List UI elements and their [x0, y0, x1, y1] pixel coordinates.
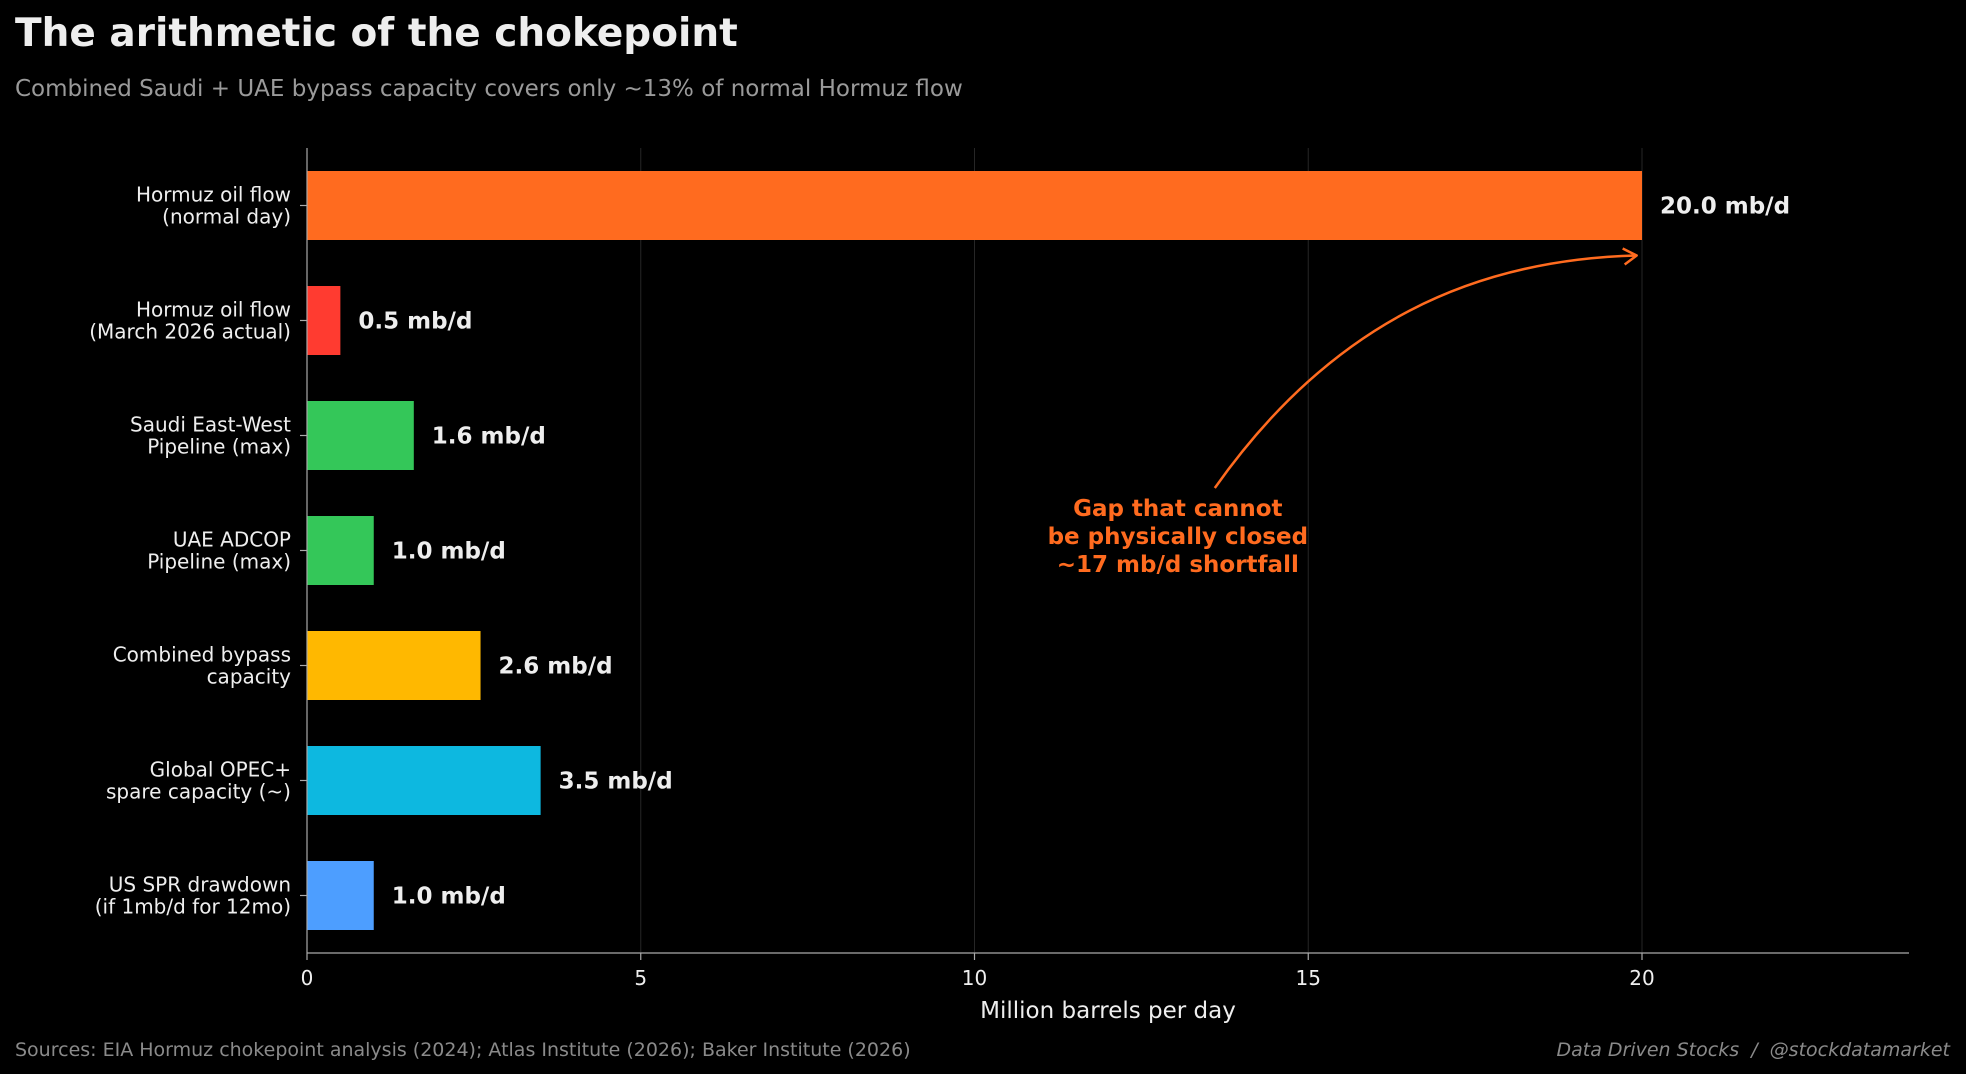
sources-note: Sources: EIA Hormuz chokepoint analysis …	[15, 1039, 911, 1061]
bar-6	[307, 861, 374, 930]
value-label-5: 3.5 mb/d	[559, 769, 673, 795]
annotation-text: Gap that cannot be physically closed ~17 m…	[1048, 496, 1308, 578]
category-label-2: Saudi East-West Pipeline (max)	[130, 413, 291, 459]
value-label-1: 0.5 mb/d	[358, 309, 472, 335]
chart-subtitle: Combined Saudi + UAE bypass capacity cov…	[15, 76, 963, 102]
chart-title: The arithmetic of the chokepoint	[15, 11, 738, 56]
axes	[300, 148, 1909, 960]
category-label-0: Hormuz oil flow (normal day)	[136, 183, 291, 229]
category-label-3: UAE ADCOP Pipeline (max)	[147, 528, 291, 574]
x-tick-labels: 0 5 10 15 20	[301, 966, 1655, 990]
category-labels: Hormuz oil flow (normal day) Hormuz oil fl…	[89, 183, 291, 919]
value-label-6: 1.0 mb/d	[392, 884, 506, 910]
gap-annotation: Gap that cannot be physically closed ~17 m…	[1048, 247, 1638, 578]
bar-3	[307, 516, 374, 585]
gridlines	[640, 148, 1643, 953]
x-tick-label-3: 15	[1296, 966, 1321, 990]
category-label-5: Global OPEC+ spare capacity (~)	[106, 758, 291, 804]
bar-1	[307, 286, 341, 355]
x-tick-label-4: 20	[1629, 966, 1654, 990]
x-tick-label-1: 5	[634, 966, 647, 990]
bars	[307, 171, 1642, 930]
category-label-6: US SPR drawdown (if 1mb/d for 12mo)	[95, 873, 291, 919]
bar-5	[307, 746, 541, 815]
value-label-0: 20.0 mb/d	[1660, 194, 1790, 220]
value-label-2: 1.6 mb/d	[432, 424, 546, 450]
x-tick-label-0: 0	[301, 966, 314, 990]
category-label-1: Hormuz oil flow (March 2026 actual)	[89, 298, 291, 344]
value-label-4: 2.6 mb/d	[499, 654, 613, 680]
annotation-arrow	[1213, 254, 1637, 489]
value-labels: 20.0 mb/d 0.5 mb/d 1.6 mb/d 1.0 mb/d 2.6 mb/…	[358, 194, 1790, 910]
x-tick-label-2: 10	[962, 966, 987, 990]
bar-0	[307, 171, 1642, 240]
bar-2	[307, 401, 414, 470]
credit-note: Data Driven Stocks / @stockdatamarket	[1556, 1039, 1951, 1061]
bar-4	[307, 631, 481, 700]
value-label-3: 1.0 mb/d	[392, 539, 506, 565]
annotation-arrowhead	[1622, 247, 1638, 266]
x-axis-label: Million barrels per day	[980, 998, 1236, 1024]
category-label-4: Combined bypass capacity	[113, 643, 291, 689]
